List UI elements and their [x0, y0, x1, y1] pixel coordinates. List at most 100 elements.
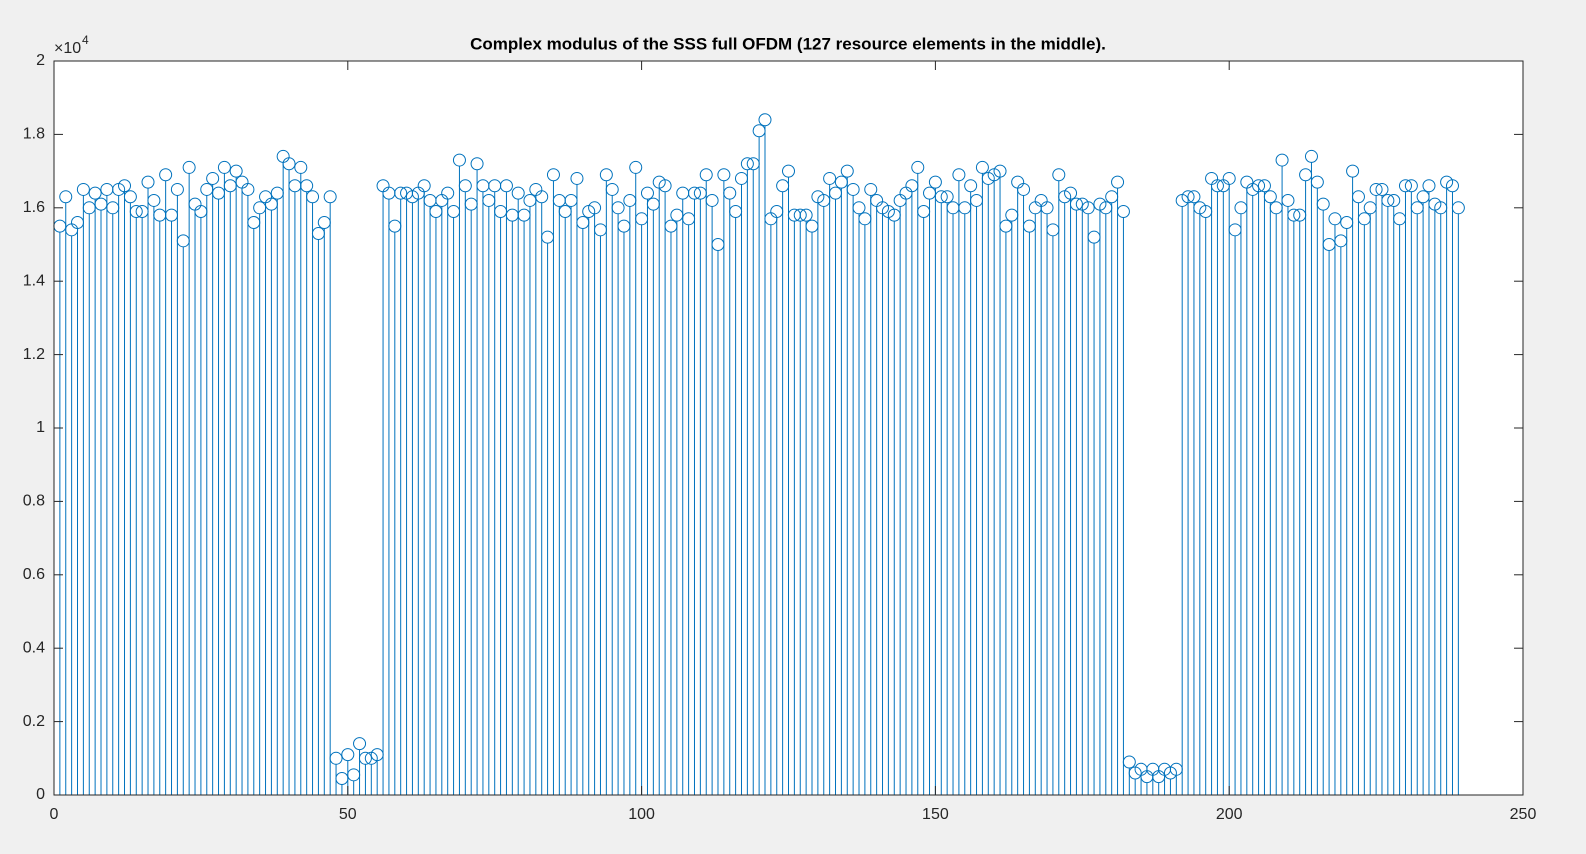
stem-marker [823, 171, 837, 185]
stem-marker [864, 182, 878, 196]
stem-marker [570, 171, 584, 185]
y-tick-label: 0.2 [23, 713, 45, 730]
y-tick-label: 1 [36, 419, 45, 436]
y-tick-label: 1.2 [23, 346, 45, 363]
y-tick-label: 0.4 [23, 639, 45, 656]
stem-marker [758, 113, 772, 127]
stem-marker [499, 179, 513, 193]
stem-marker [1116, 204, 1130, 218]
stem-marker [59, 190, 73, 204]
stem-marker [217, 160, 231, 174]
stem-marker [1257, 179, 1271, 193]
stem-marker [911, 160, 925, 174]
stem-marker [1081, 201, 1095, 215]
stem-marker [511, 186, 525, 200]
stem-marker [123, 190, 137, 204]
stem-marker [147, 193, 161, 207]
y-tick-label: 1.6 [23, 199, 45, 216]
stem-marker [353, 737, 367, 751]
y-tick-label: 2 [36, 52, 45, 69]
stem-marker [441, 186, 455, 200]
x-tick-label: 250 [1510, 806, 1537, 823]
stem-marker [1122, 755, 1136, 769]
stem-marker [799, 208, 813, 222]
stem-marker [934, 190, 948, 204]
stem-marker [241, 182, 255, 196]
stem-marker [964, 179, 978, 193]
stem-marker [1381, 193, 1395, 207]
stem-marker [1387, 193, 1401, 207]
stem-marker [229, 164, 243, 178]
stem-marker [1281, 193, 1295, 207]
stem-marker [846, 182, 860, 196]
stem-marker [329, 751, 343, 765]
stem-marker [1316, 197, 1330, 211]
stem-marker [1398, 179, 1412, 193]
y-exponent-power: 4 [82, 33, 89, 47]
stem-marker [1275, 153, 1289, 167]
stem-marker [1404, 179, 1418, 193]
stem-marker [1328, 212, 1342, 226]
stem-marker [1369, 182, 1383, 196]
stem-marker [687, 186, 701, 200]
stem-marker [458, 179, 472, 193]
stem-marker [599, 168, 613, 182]
stem-marker [1187, 190, 1201, 204]
y-tick-label: 1.8 [23, 126, 45, 143]
stem-marker [640, 186, 654, 200]
stem-marker [611, 201, 625, 215]
stem-marker [1445, 179, 1459, 193]
stem-marker [182, 160, 196, 174]
stem-marker [452, 153, 466, 167]
x-tick-label: 50 [339, 806, 357, 823]
stem-marker [1222, 171, 1236, 185]
stem-marker [141, 175, 155, 189]
stem-marker [88, 186, 102, 200]
y-exponent-base: ×10 [54, 40, 81, 57]
stem-marker [717, 168, 731, 182]
stem-marker [1304, 149, 1318, 163]
stem-marker [1252, 179, 1266, 193]
stem-marker [546, 168, 560, 182]
stem-marker [206, 171, 220, 185]
stem-marker [76, 182, 90, 196]
stem-marker [1111, 175, 1125, 189]
stem-marker [928, 175, 942, 189]
stem-marker [1422, 179, 1436, 193]
stem-marker [699, 168, 713, 182]
stem-marker [658, 179, 672, 193]
stem-marker [1351, 190, 1365, 204]
stem-marker [1287, 208, 1301, 222]
stem-marker [1017, 182, 1031, 196]
stem-marker [159, 168, 173, 182]
y-tick-label: 0.8 [23, 493, 45, 510]
stem-marker [940, 190, 954, 204]
stem-marker [1451, 201, 1465, 215]
stem-marker [470, 157, 484, 171]
stem-marker [118, 179, 132, 193]
stem-marker [282, 157, 296, 171]
stem-marker [358, 751, 372, 765]
stem-marker [300, 179, 314, 193]
stem-marker [782, 164, 795, 178]
stem-marker [323, 190, 337, 204]
stem-marker [605, 182, 619, 196]
chart-title: Complex modulus of the SSS full OFDM (12… [470, 34, 1106, 53]
stem-marker [1375, 182, 1389, 196]
stem-marker [629, 160, 643, 174]
x-tick-label: 0 [50, 806, 59, 823]
stem-marker [740, 157, 754, 171]
stem-marker [975, 160, 989, 174]
y-tick-label: 1.4 [23, 272, 45, 289]
stem-marker [705, 193, 719, 207]
stem-marker [394, 186, 408, 200]
stem-marker [1310, 175, 1324, 189]
stem-marker [1064, 186, 1078, 200]
stem-marker [993, 164, 1007, 178]
x-tick-label: 100 [628, 806, 655, 823]
stem-marker [952, 168, 966, 182]
stem-marker [793, 208, 807, 222]
stem-marker [1052, 168, 1066, 182]
